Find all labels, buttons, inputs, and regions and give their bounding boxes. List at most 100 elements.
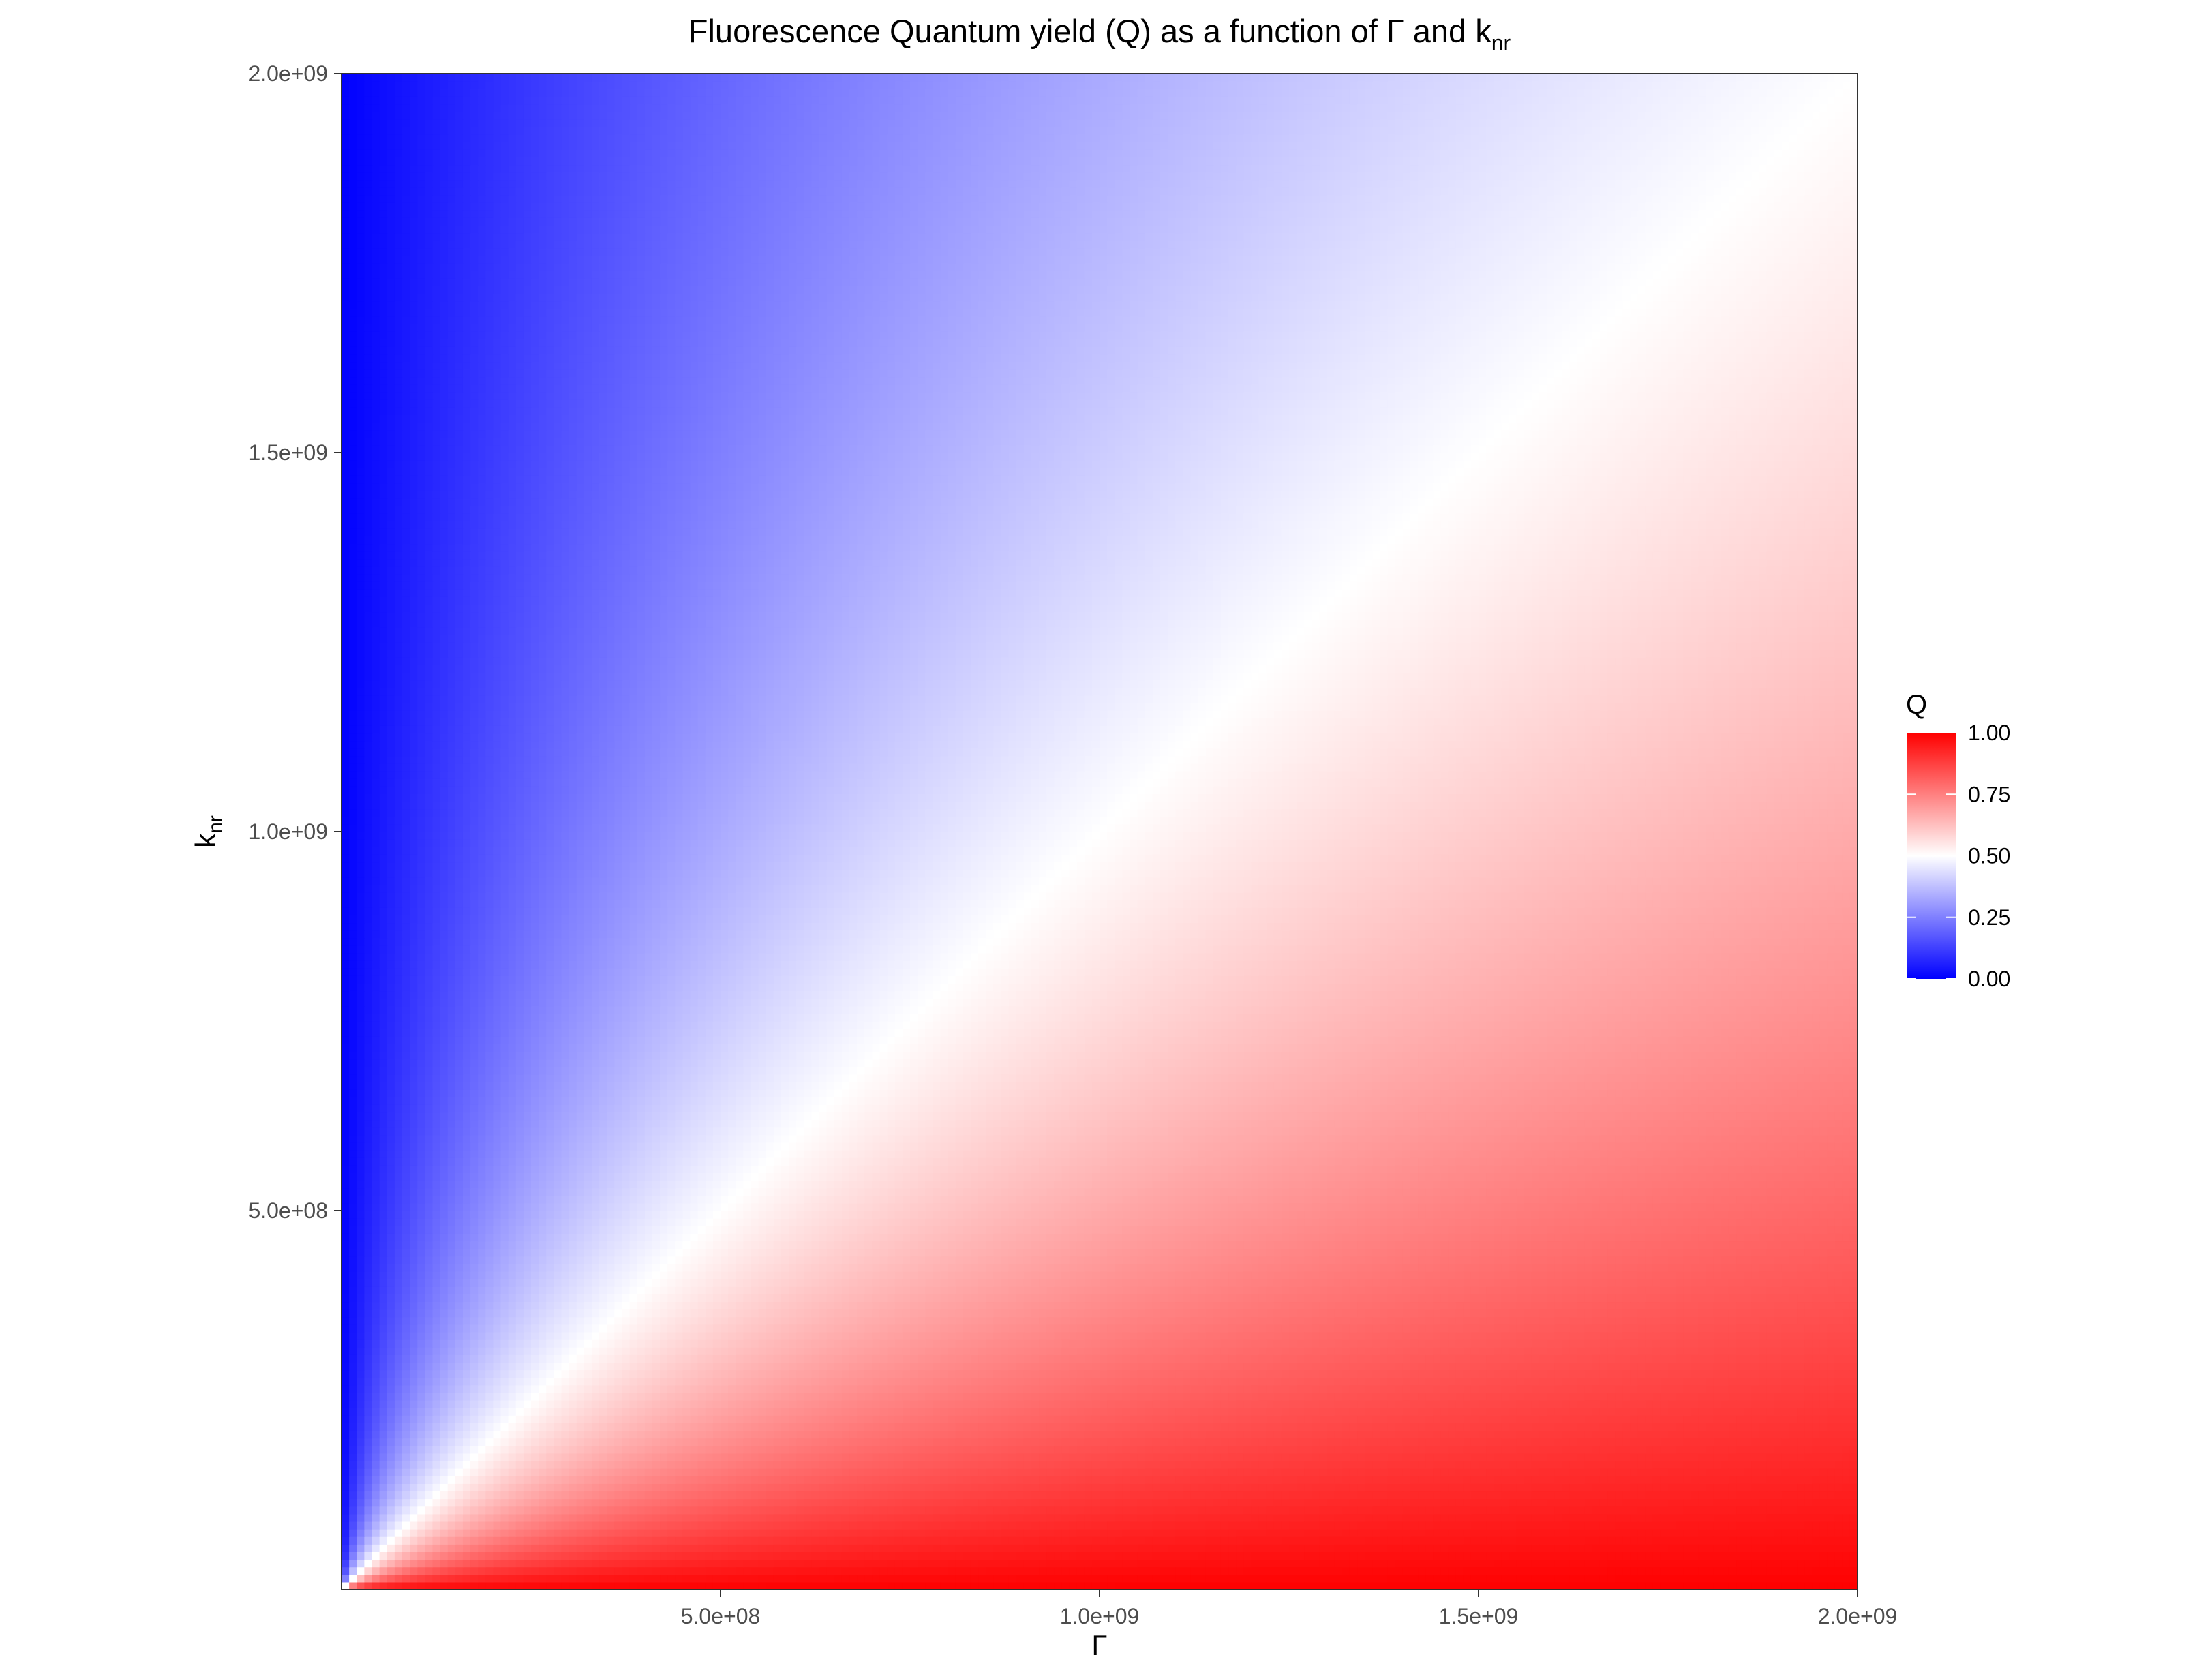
heatmap-cell <box>584 1544 592 1552</box>
heatmap-cell <box>455 1483 464 1492</box>
heatmap-cell <box>834 1491 843 1500</box>
heatmap-cell <box>1008 1408 1017 1416</box>
heatmap-cell <box>1327 1574 1335 1583</box>
heatmap-cell <box>652 1460 661 1469</box>
heatmap-cell <box>1539 1566 1547 1575</box>
heatmap-cell <box>1683 1506 1691 1515</box>
heatmap-cell <box>1008 1581 1017 1590</box>
heatmap-cell <box>462 1536 471 1545</box>
heatmap-cell <box>1084 1423 1093 1431</box>
heatmap-cell <box>447 1551 456 1560</box>
heatmap-cell <box>1001 1483 1010 1492</box>
heatmap-cell <box>1152 1529 1161 1537</box>
heatmap-cell <box>1205 1513 1214 1522</box>
heatmap-cell <box>910 1559 918 1568</box>
heatmap-cell <box>864 1544 873 1552</box>
heatmap-cell <box>955 1430 964 1439</box>
heatmap-cell <box>1728 1559 1737 1568</box>
heatmap-cell <box>781 1468 789 1476</box>
heatmap-cell <box>1342 1581 1350 1590</box>
heatmap-cell <box>1213 1506 1222 1515</box>
heatmap-cell <box>948 1513 956 1522</box>
heatmap-cell <box>561 1498 570 1507</box>
heatmap-cell <box>500 1438 509 1446</box>
heatmap-cell <box>758 1445 767 1454</box>
heatmap-cell <box>1319 1460 1328 1469</box>
heatmap-cell <box>1827 1491 1836 1500</box>
heatmap-cell <box>910 1430 918 1439</box>
heatmap-cell <box>485 1536 494 1545</box>
heatmap-cell <box>1251 1536 1260 1545</box>
heatmap-cell <box>1440 1566 1449 1575</box>
heatmap-cell <box>1410 1491 1419 1500</box>
heatmap-cell <box>1425 1491 1434 1500</box>
heatmap-cell <box>576 1581 585 1590</box>
heatmap-cell <box>1145 1521 1153 1530</box>
heatmap-cell <box>1273 1551 1282 1560</box>
heatmap-cell <box>1069 1566 1078 1575</box>
heatmap-cell <box>402 1544 410 1552</box>
heatmap-cell <box>394 1574 403 1583</box>
heatmap-cell <box>1721 1460 1729 1469</box>
heatmap-cell <box>357 1438 365 1446</box>
heatmap-cell <box>1402 1445 1411 1454</box>
heatmap-cell <box>531 1566 539 1575</box>
heatmap-cell <box>1122 1423 1131 1431</box>
heatmap-cell <box>508 1521 517 1530</box>
heatmap-cell <box>1266 1506 1275 1515</box>
heatmap-cell <box>1713 1476 1722 1484</box>
heatmap-cell <box>1819 1491 1828 1500</box>
heatmap-cell <box>1834 1498 1843 1507</box>
heatmap-cell <box>1615 1491 1623 1500</box>
heatmap-cell <box>1349 1521 1358 1530</box>
heatmap-cell <box>554 1415 562 1423</box>
heatmap-cell <box>644 1491 653 1500</box>
heatmap-cell <box>1273 1400 1282 1408</box>
heatmap-cell <box>1425 1513 1434 1522</box>
heatmap-cell <box>629 1460 638 1469</box>
heatmap-cell <box>1061 1529 1070 1537</box>
heatmap-cell <box>1819 1483 1828 1492</box>
heatmap-cell <box>1190 1566 1199 1575</box>
heatmap-cell <box>1433 1438 1441 1446</box>
heatmap-cell <box>789 1536 797 1545</box>
heatmap-cell <box>773 1506 782 1515</box>
heatmap-cell <box>872 1559 881 1568</box>
heatmap-cell <box>1402 1529 1411 1537</box>
heatmap-cell <box>614 1408 623 1416</box>
heatmap-cell <box>705 1453 714 1461</box>
heatmap-cell <box>1698 1438 1707 1446</box>
heatmap-cell <box>1243 1423 1252 1431</box>
heatmap-cell <box>1676 1438 1684 1446</box>
heatmap-cell <box>1183 1506 1192 1515</box>
heatmap-cell <box>1501 1521 1510 1530</box>
heatmap-cell <box>1486 1566 1494 1575</box>
heatmap-cell <box>1440 1468 1449 1476</box>
heatmap-cell <box>682 1453 691 1461</box>
heatmap-cell <box>1061 1453 1070 1461</box>
heatmap-cell <box>1160 1460 1168 1469</box>
heatmap-cell <box>515 1544 524 1552</box>
heatmap-cell <box>1691 1476 1699 1484</box>
heatmap-cell <box>940 1423 949 1431</box>
heatmap-cell <box>1531 1574 1540 1583</box>
heatmap-cell <box>1380 1438 1389 1446</box>
heatmap-cell <box>1031 1400 1040 1408</box>
heatmap-cell <box>1433 1566 1441 1575</box>
heatmap-cell <box>387 1400 395 1408</box>
heatmap-cell <box>1289 1521 1297 1530</box>
heatmap-cell <box>1402 1476 1411 1484</box>
heatmap-cell <box>743 1415 752 1423</box>
heatmap-cell <box>1812 1408 1820 1416</box>
heatmap-cell <box>447 1544 456 1552</box>
heatmap-cell <box>1584 1483 1593 1492</box>
heatmap-cell <box>1054 1460 1062 1469</box>
heatmap-cell <box>1281 1408 1290 1416</box>
heatmap-cell <box>857 1400 865 1408</box>
heatmap-cell <box>410 1415 418 1423</box>
heatmap-cell <box>948 1483 956 1492</box>
heatmap-cell <box>1562 1400 1571 1408</box>
heatmap-cell <box>682 1506 691 1515</box>
heatmap-cell <box>1251 1476 1260 1484</box>
heatmap-cell <box>1751 1438 1760 1446</box>
